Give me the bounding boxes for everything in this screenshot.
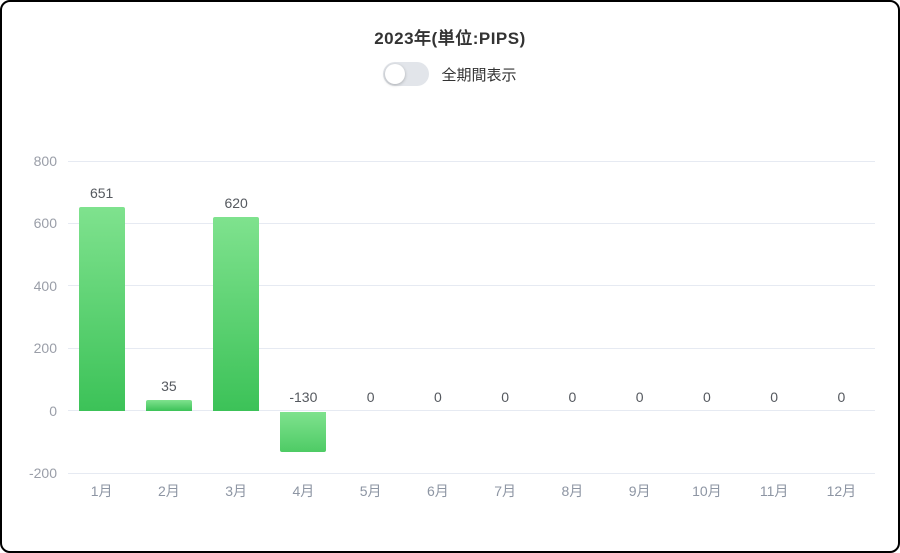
value-label: 0	[702, 388, 711, 405]
y-axis-tick-label: 0	[49, 402, 57, 419]
value-label: 0	[501, 388, 510, 405]
full-period-toggle-label: 全期間表示	[441, 66, 517, 84]
x-axis-month-label: 11月	[759, 483, 789, 499]
value-label: 0	[837, 388, 846, 405]
toggle-knob-icon	[385, 64, 406, 84]
y-axis-tick-label: -200	[28, 465, 57, 481]
bar-2月[interactable]	[145, 399, 192, 411]
gridline	[68, 472, 875, 474]
value-label: 651	[89, 185, 114, 202]
bar-1月[interactable]	[78, 207, 125, 411]
x-axis-month-label: 8月	[561, 483, 584, 499]
y-axis-tick-label: 600	[33, 215, 57, 232]
y-axis-tick-label: 200	[33, 340, 57, 357]
y-axis-tick-label: 800	[33, 153, 57, 169]
gridline	[68, 160, 875, 162]
value-label: 35	[161, 377, 177, 394]
value-label: -130	[289, 388, 318, 405]
bar-chart-plot-area: 800 600 400 200 0 -200 651 1月 35 2月 620 3月 -130 4月 0 5月…	[29, 153, 875, 499]
gridline	[68, 347, 875, 349]
value-label: 0	[635, 388, 644, 405]
gridline	[68, 222, 875, 224]
bar-4月[interactable]	[280, 411, 327, 453]
period-toggle-row: 全期間表示	[2, 62, 898, 86]
y-axis-tick-label: 400	[33, 277, 57, 294]
gridline	[68, 285, 875, 287]
value-label: 0	[433, 388, 442, 405]
x-axis-month-label: 7月	[494, 483, 517, 499]
gridline	[68, 410, 875, 412]
x-axis-month-label: 9月	[628, 483, 651, 499]
x-axis-month-label: 1月	[90, 483, 113, 499]
full-period-toggle[interactable]	[383, 62, 430, 86]
bar-3月[interactable]	[213, 217, 260, 411]
x-axis-month-label: 2月	[157, 483, 180, 499]
value-label: 0	[770, 388, 779, 405]
x-axis-month-label: 3月	[225, 483, 248, 499]
value-label: 0	[568, 388, 577, 405]
value-label: 0	[366, 388, 375, 405]
chart-title: 2023年(単位:PIPS)	[374, 29, 526, 48]
x-axis-month-label: 6月	[426, 483, 449, 499]
value-label: 620	[224, 195, 248, 212]
x-axis-month-label: 10月	[692, 483, 722, 499]
x-axis-month-label: 4月	[292, 483, 315, 499]
x-axis-month-label: 12月	[826, 483, 857, 499]
x-axis-month-label: 5月	[359, 483, 382, 499]
